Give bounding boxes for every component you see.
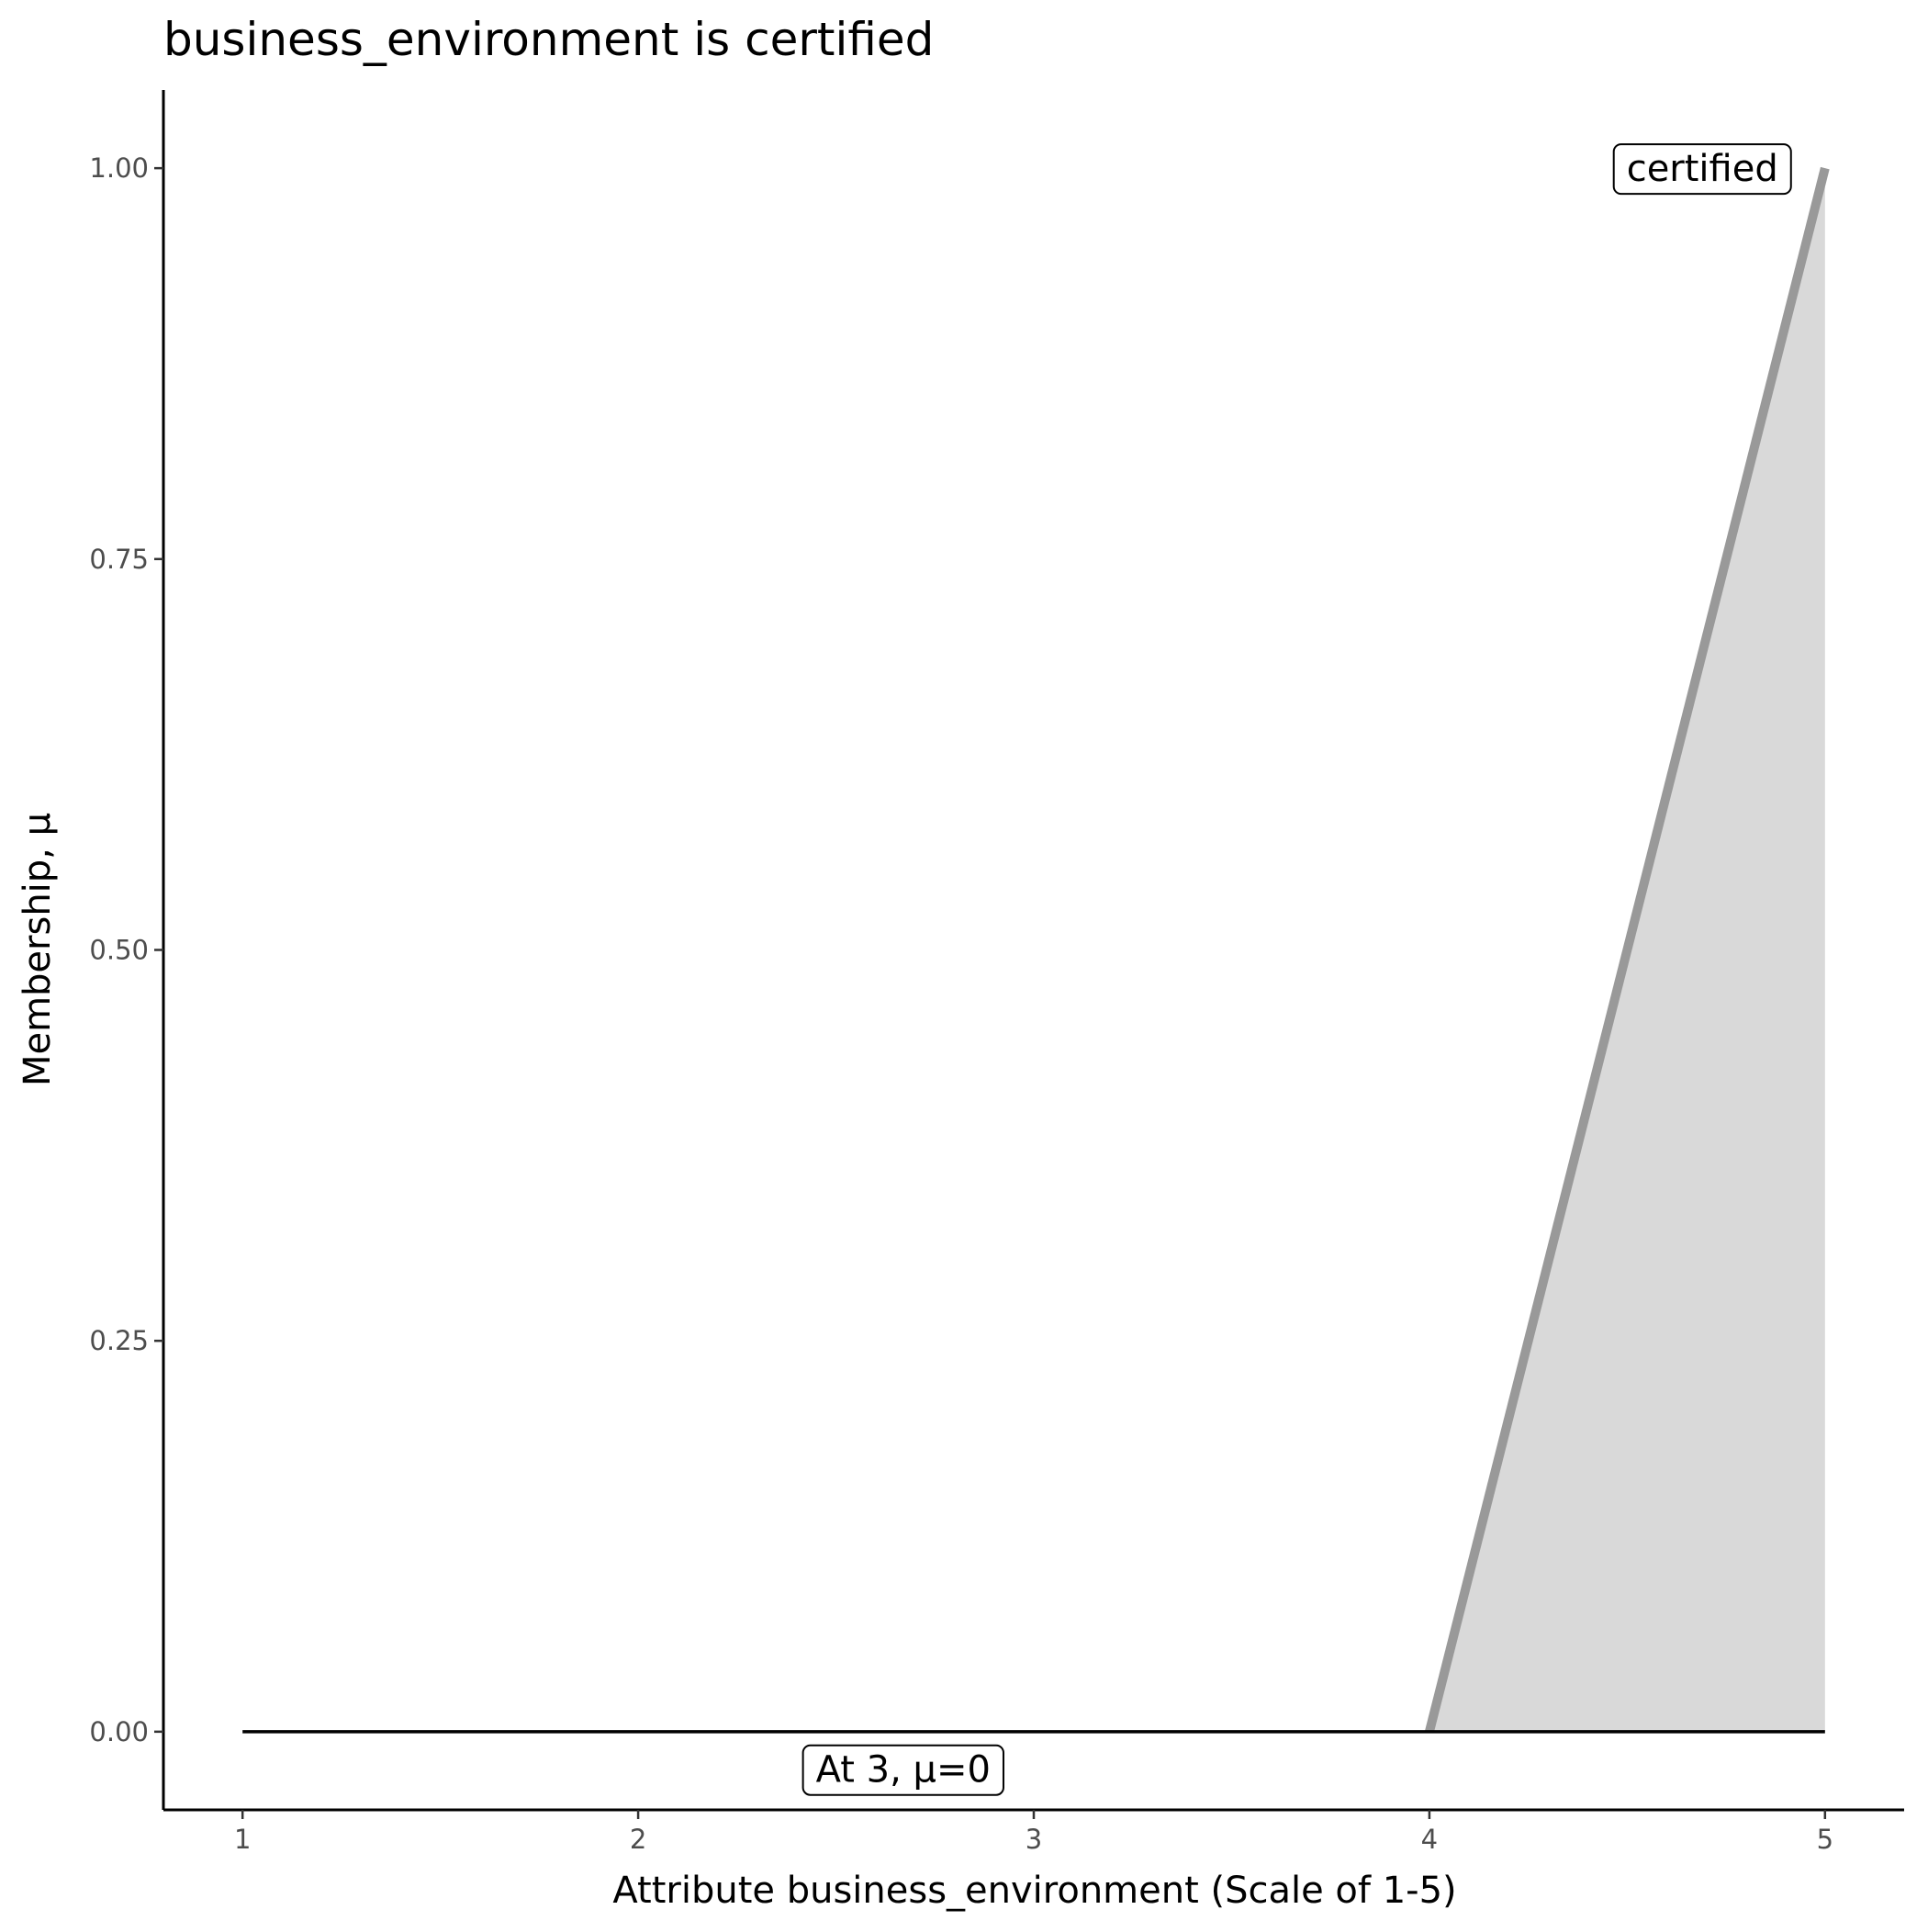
- annotation-box: [1612, 143, 1792, 196]
- annotation-box: [801, 1744, 1004, 1796]
- x-axis-label: Attribute business_environment (Scale of…: [612, 1870, 1456, 1912]
- y-tick-label: 0.50: [89, 935, 149, 966]
- annotation-text: certified: [1627, 148, 1778, 190]
- y-tick-label: 0.25: [89, 1325, 149, 1356]
- x-tick-label: 4: [1421, 1824, 1438, 1855]
- y-tick-label: 1.00: [89, 152, 149, 184]
- x-tick-label: 3: [1026, 1824, 1042, 1855]
- x-tick-label: 1: [234, 1824, 251, 1855]
- y-tick-label: 0.75: [89, 544, 149, 575]
- chart-title: business_environment is certified: [163, 13, 934, 66]
- annotation-label: certified: [1612, 143, 1792, 196]
- y-axis-label: Membership, μ: [17, 813, 59, 1086]
- annotation-text: At 3, μ=0: [816, 1749, 991, 1792]
- y-tick-label: 0.00: [89, 1716, 149, 1747]
- annotation-label: At 3, μ=0: [801, 1744, 1004, 1796]
- membership-line: [1425, 166, 1830, 1734]
- x-tick-label: 2: [630, 1824, 646, 1855]
- x-tick-label: 5: [1817, 1824, 1833, 1855]
